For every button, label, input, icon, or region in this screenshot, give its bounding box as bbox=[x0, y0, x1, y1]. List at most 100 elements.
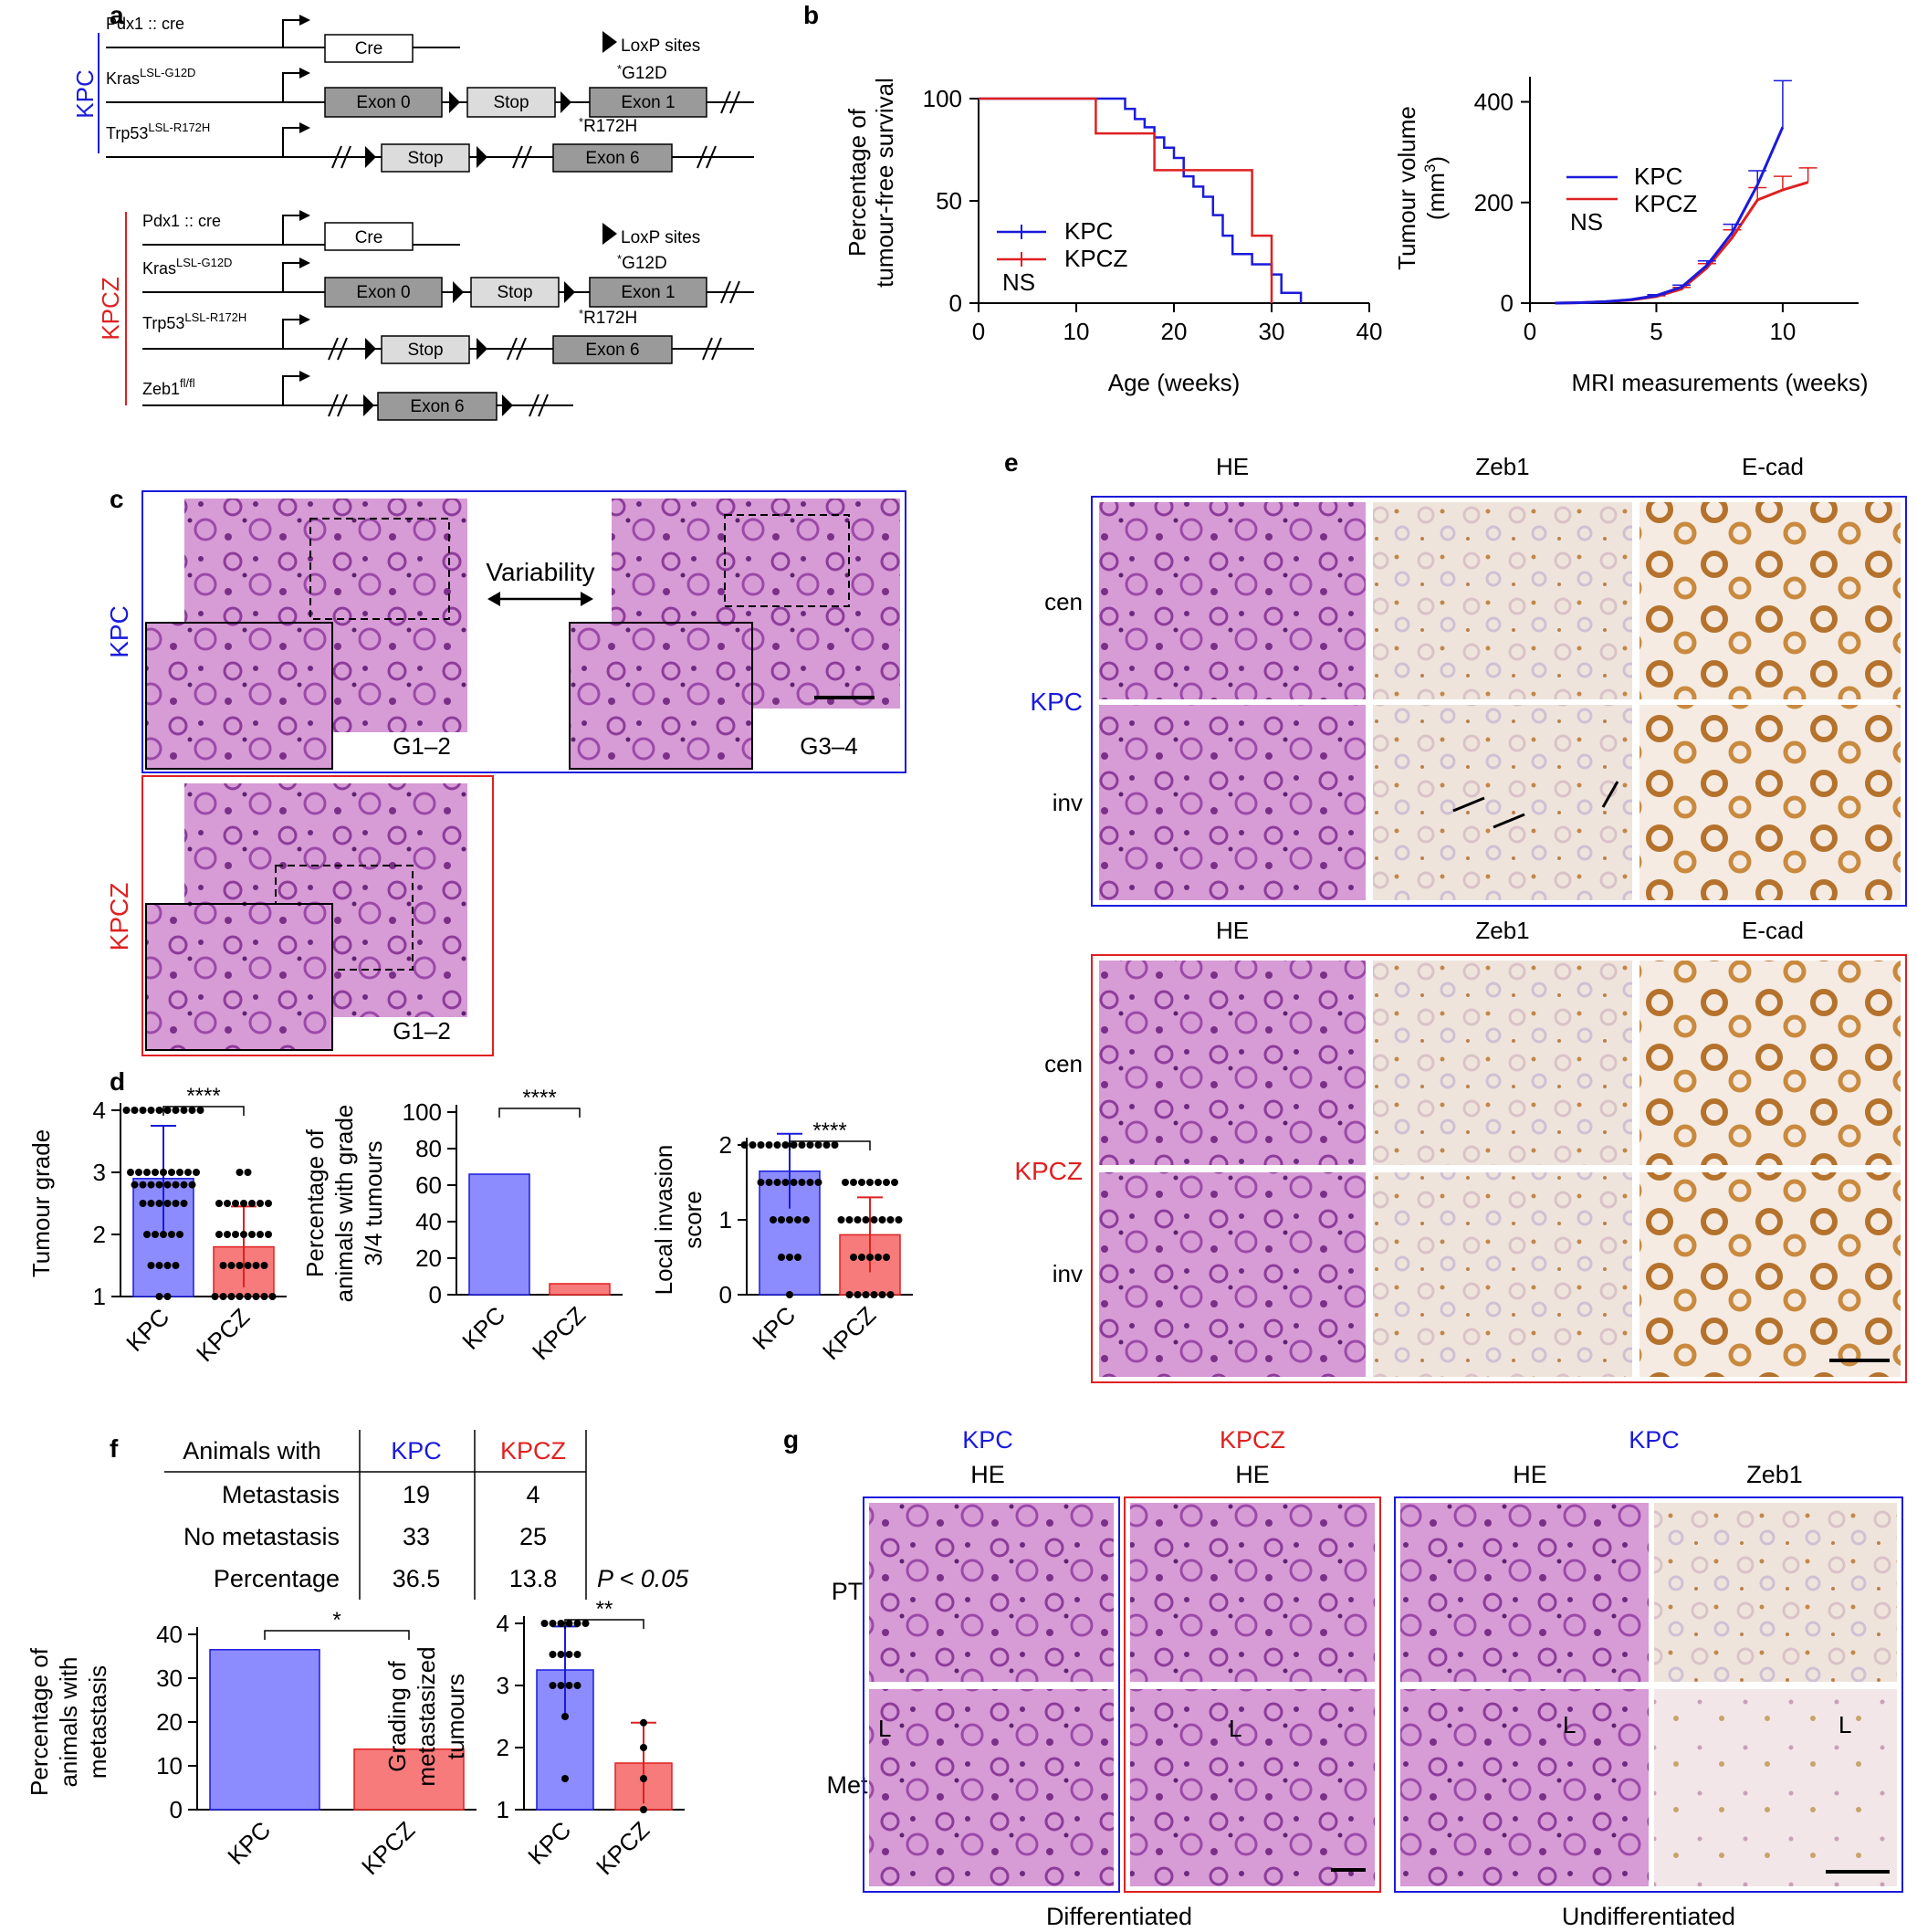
data-point bbox=[135, 1169, 142, 1176]
data-point bbox=[244, 1293, 252, 1300]
data-point bbox=[850, 1179, 857, 1186]
survival-ylabel: Percentage of bbox=[843, 108, 871, 257]
c-g34-label: G3–4 bbox=[800, 732, 858, 760]
bar-kpcz bbox=[549, 1283, 611, 1296]
table-cell: 36.5 bbox=[393, 1565, 441, 1592]
loxp-site bbox=[477, 146, 487, 168]
table-cell: 33 bbox=[403, 1523, 430, 1550]
data-point bbox=[163, 1181, 172, 1189]
g-kpcz-label: KPCZ bbox=[1220, 1426, 1285, 1454]
y-tick-label: 20 bbox=[415, 1244, 442, 1272]
kpcz-frame bbox=[141, 775, 494, 1056]
c-kpcz-label: KPCZ bbox=[105, 883, 133, 951]
e-kpcz-inv-he bbox=[1099, 1172, 1366, 1377]
bar-category-label: KPC bbox=[522, 1816, 576, 1870]
svg-text:Stop: Stop bbox=[407, 149, 443, 168]
data-point bbox=[565, 1682, 573, 1689]
svg-text:L: L bbox=[1563, 1711, 1576, 1738]
g-kpcz-met-he bbox=[1130, 1689, 1375, 1886]
significance-stars: ** bbox=[596, 1597, 613, 1622]
e-kpc-cen-label: cen bbox=[1044, 588, 1083, 615]
table-cell: 19 bbox=[403, 1481, 430, 1508]
data-point bbox=[866, 1254, 874, 1261]
data-point bbox=[814, 1141, 822, 1149]
data-point bbox=[180, 1107, 188, 1114]
svg-text:Zeb1: Zeb1 bbox=[1475, 917, 1529, 944]
data-point bbox=[749, 1141, 757, 1149]
y-tick-label: 100 bbox=[403, 1098, 442, 1126]
data-point bbox=[155, 1200, 163, 1207]
zeb1-arrow bbox=[1452, 796, 1485, 813]
svg-text:HE: HE bbox=[1216, 917, 1249, 944]
svg-text:L: L bbox=[1229, 1715, 1241, 1742]
table-header-kpcz: KPCZ bbox=[500, 1437, 566, 1465]
y-tick-label: 2 bbox=[93, 1221, 106, 1248]
g-kpcz-frame bbox=[1124, 1496, 1381, 1893]
pdx1-label-2: Pdx1 :: cre bbox=[142, 212, 221, 230]
data-point bbox=[227, 1262, 236, 1269]
panel-a: a KPC Pdx1 :: cre Cre LoxP sites KrasLSL… bbox=[71, 1, 754, 421]
data-point bbox=[163, 1262, 172, 1269]
table-cell: 13.8 bbox=[509, 1565, 558, 1592]
y-tick-label: 1 bbox=[93, 1283, 106, 1310]
data-point bbox=[232, 1231, 239, 1238]
panel-c: c KPC G1–2 Variability G3–4 KPCZ G1–2 bbox=[105, 485, 906, 1056]
x-tick-label: 20 bbox=[1161, 318, 1188, 345]
data-point bbox=[172, 1262, 180, 1269]
svg-text:Exon 6: Exon 6 bbox=[410, 397, 464, 416]
data-point bbox=[790, 1179, 798, 1186]
x-tick-label: 5 bbox=[1650, 318, 1662, 345]
x-tick-label: 30 bbox=[1259, 318, 1285, 345]
data-point bbox=[781, 1141, 790, 1149]
data-point bbox=[765, 1141, 773, 1149]
metastasis-table: Animals with KPC KPCZ Metastasis 19 4 No… bbox=[164, 1430, 689, 1600]
data-point bbox=[257, 1200, 264, 1207]
survival-xlabel: Age (weeks) bbox=[1108, 369, 1241, 396]
data-point bbox=[160, 1169, 167, 1176]
zeb1-exon6-box bbox=[377, 392, 498, 421]
data-point bbox=[180, 1200, 188, 1207]
g-differentiated-label: Differentiated bbox=[1046, 1903, 1192, 1930]
stop-label: Stop bbox=[493, 93, 529, 112]
data-point bbox=[781, 1179, 790, 1186]
data-point bbox=[581, 1620, 590, 1627]
data-point bbox=[765, 1179, 773, 1186]
table-row-label: Metastasis bbox=[222, 1481, 340, 1508]
y-tick-label: 30 bbox=[156, 1664, 183, 1692]
exon0-label: Exon 0 bbox=[356, 93, 410, 112]
data-point bbox=[257, 1231, 264, 1238]
data-point bbox=[172, 1107, 180, 1114]
y-tick-label: 0 bbox=[1501, 289, 1514, 317]
data-point bbox=[180, 1181, 188, 1189]
g-undiff-met-zeb1 bbox=[1654, 1689, 1897, 1886]
data-point bbox=[757, 1141, 765, 1149]
y-tick-label: 60 bbox=[415, 1171, 442, 1199]
data-point bbox=[260, 1262, 268, 1269]
volume-xlabel: MRI measurements (weeks) bbox=[1571, 369, 1868, 396]
data-point bbox=[131, 1181, 139, 1189]
data-point bbox=[155, 1293, 163, 1300]
y-tick-label: 2 bbox=[719, 1131, 732, 1159]
data-point bbox=[143, 1231, 151, 1238]
e-kpc-inv-he bbox=[1099, 705, 1366, 900]
e-kpcz-cen-ecad bbox=[1639, 961, 1901, 1165]
data-point bbox=[127, 1169, 134, 1176]
data-point bbox=[814, 1179, 822, 1186]
volume-ns: NS bbox=[1570, 208, 1603, 236]
data-point bbox=[540, 1620, 549, 1627]
data-point bbox=[886, 1216, 895, 1223]
data-point bbox=[573, 1682, 581, 1689]
data-point bbox=[640, 1775, 647, 1782]
bar-ylabel: metastasis bbox=[84, 1665, 111, 1779]
data-point bbox=[740, 1141, 749, 1149]
data-point bbox=[757, 1179, 765, 1186]
data-point bbox=[845, 1291, 854, 1298]
panel-e: e HE Zeb1 E-cad cen KPC inv HE Zeb1 E-ca… bbox=[1004, 448, 1907, 1383]
exon6-box bbox=[552, 143, 673, 173]
data-point bbox=[163, 1107, 172, 1114]
data-point bbox=[184, 1169, 192, 1176]
data-point bbox=[131, 1107, 139, 1114]
zeb1-label: Zeb1fl/fl bbox=[142, 376, 195, 398]
survival-yticks: 0 50 100 bbox=[923, 85, 979, 317]
svg-text:Exon 6: Exon 6 bbox=[585, 149, 639, 168]
